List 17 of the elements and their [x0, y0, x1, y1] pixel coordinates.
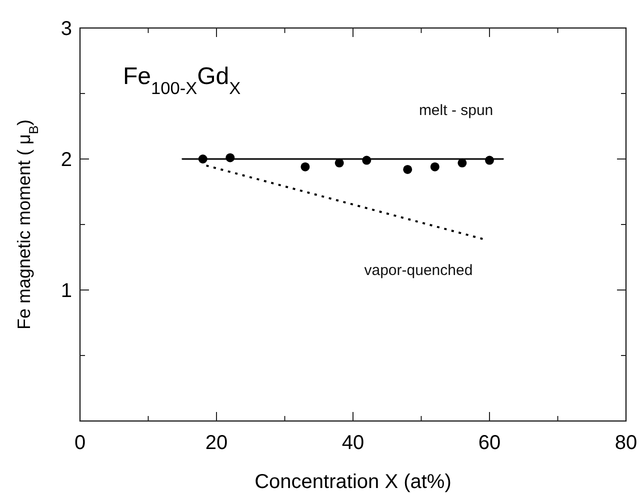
x-tick-label: 80 — [614, 432, 638, 454]
point — [334, 158, 344, 168]
x-tick-label: 20 — [205, 432, 228, 454]
x-tick-label: 40 — [342, 432, 364, 454]
y-tick-label: 1 — [60, 280, 72, 302]
x-tick-label: 0 — [74, 432, 86, 454]
point — [403, 164, 412, 174]
point — [300, 162, 310, 172]
x-tick-label: 60 — [478, 432, 501, 454]
text: melt - spun — [418, 102, 494, 119]
point — [430, 162, 440, 172]
y-tick-label: 3 — [60, 18, 72, 40]
point — [458, 158, 467, 168]
annotation: Fe$_{100-X}$Gd$_{X}$ — [123, 63, 242, 98]
y-tick-label: 2 — [60, 149, 72, 171]
series-label: vapor-quenched — [364, 262, 473, 279]
x-axis-title: Concentration X (at%) — [254, 471, 452, 493]
